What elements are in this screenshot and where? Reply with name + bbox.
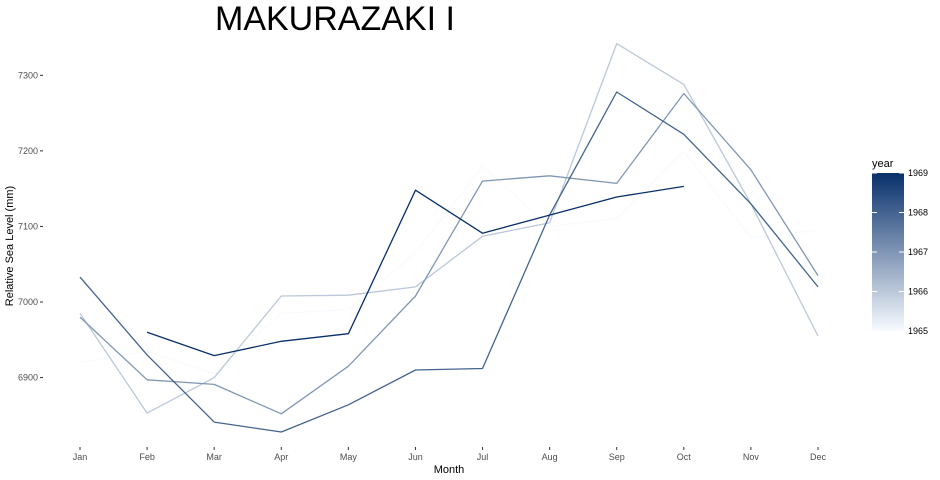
chart-title: MAKURAZAKI I <box>215 0 455 38</box>
x-tick-label: Apr <box>274 452 288 462</box>
series-line-1969 <box>146 185 684 357</box>
x-tick-label: Nov <box>743 452 760 462</box>
legend-tick-label: 1965 <box>908 326 928 336</box>
y-tick-label: 7000 <box>18 297 38 307</box>
x-tick-label: Jul <box>477 452 489 462</box>
legend-ticks: 1965 1966 1967 1968 1969 <box>872 168 928 336</box>
series-line-1965 <box>79 150 819 375</box>
y-axis-title: Relative Sea Level (mm) <box>4 186 16 306</box>
x-tick-label: Dec <box>810 452 827 462</box>
x-tick-label: May <box>340 452 358 462</box>
y-tick-label: 7100 <box>18 221 38 231</box>
series-line-1966 <box>79 42 819 414</box>
y-tick-label: 7200 <box>18 146 38 156</box>
series-line-1968 <box>79 91 819 433</box>
x-axis: Jan Feb Mar Apr May Jun Jul Aug Sep Oct Nov Dec <box>73 447 827 462</box>
x-tick-label: Aug <box>542 452 558 462</box>
series-line-1967 <box>79 92 819 415</box>
legend-colorbar <box>872 173 904 331</box>
y-axis: 6900 7000 7100 7200 7300 <box>18 70 43 383</box>
legend-tick-label: 1969 <box>908 168 928 178</box>
plot-area <box>79 42 819 433</box>
x-tick-label: Sep <box>609 452 625 462</box>
y-tick-label: 7300 <box>18 70 38 80</box>
legend-tick-label: 1967 <box>908 247 928 257</box>
x-axis-title: Month <box>434 464 465 476</box>
legend: year 1965 1966 1967 1968 1969 <box>872 158 928 336</box>
legend-tick-label: 1968 <box>908 208 928 218</box>
x-tick-label: Jun <box>408 452 423 462</box>
x-tick-label: Oct <box>677 452 692 462</box>
legend-title: year <box>872 158 894 170</box>
legend-tick-label: 1966 <box>908 287 928 297</box>
x-tick-label: Feb <box>139 452 155 462</box>
y-tick-label: 6900 <box>18 373 38 383</box>
x-tick-label: Mar <box>206 452 222 462</box>
x-tick-label: Jan <box>73 452 88 462</box>
